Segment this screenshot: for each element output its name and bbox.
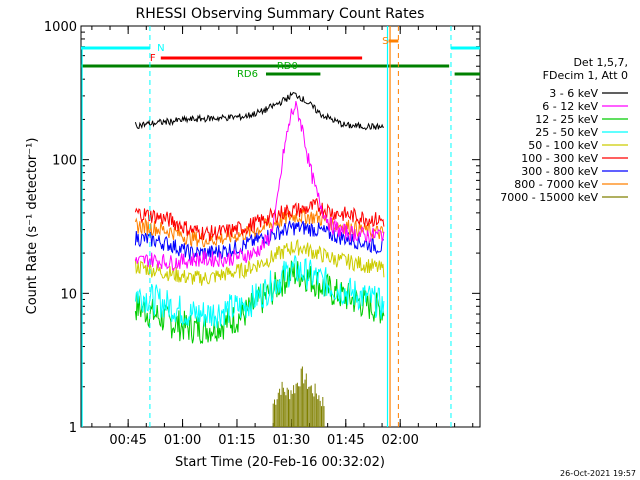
legend-label: 50 - 100 keV <box>528 139 598 152</box>
series-6-12keV <box>134 100 385 272</box>
series-50-100keV <box>134 238 385 286</box>
legend-header-2: FDecim 1, Att 0 <box>543 69 628 82</box>
legend-label: 300 - 800 keV <box>521 165 598 178</box>
x-tick-label: 01:15 <box>218 433 255 448</box>
x-tick-label: 01:45 <box>327 433 364 448</box>
series-7000-15000keV <box>272 366 325 427</box>
legend-label: 6 - 12 keV <box>542 100 598 113</box>
chart-title: RHESSI Observing Summary Count Rates <box>136 6 425 22</box>
x-axis-label: Start Time (20-Feb-16 00:32:02) <box>175 455 385 470</box>
legend-header-1: Det 1,5,7, <box>573 56 628 69</box>
x-tick-label: 00:45 <box>109 433 146 448</box>
x-axis-ticks: 00:45 01:00 01:15 01:30 01:45 02:00 <box>91 26 474 448</box>
x-tick-label: 01:30 <box>273 433 310 448</box>
annotation-layer: NF RD0 RD6 S <box>81 26 480 427</box>
annotation-s: S <box>382 36 388 47</box>
annotation-rd0: RD0 <box>277 61 298 72</box>
annotation-rd6: RD6 <box>237 69 258 80</box>
y-tick-label: 10 <box>60 287 77 302</box>
y-tick-label: 100 <box>52 154 77 169</box>
legend-label: 100 - 300 keV <box>521 152 598 165</box>
timestamp: 26-Oct-2021 19:57 <box>560 469 636 478</box>
x-tick-label: 01:00 <box>164 433 201 448</box>
series-25-50keV <box>134 255 385 329</box>
legend-label: 800 - 7000 keV <box>514 178 598 191</box>
legend-label: 7000 - 15000 keV <box>500 191 598 204</box>
legend-label: 12 - 25 keV <box>535 113 598 126</box>
legend-label: 25 - 50 keV <box>535 126 598 139</box>
x-tick-label: 02:00 <box>381 433 418 448</box>
y-tick-label: 1 <box>69 421 77 436</box>
y-tick-label: 1000 <box>44 20 77 35</box>
annotation-f: F <box>150 53 156 64</box>
legend-label: 3 - 6 keV <box>549 87 598 100</box>
series-100-300keV <box>134 197 385 242</box>
series-layer <box>134 91 385 427</box>
series-800-7000keV <box>134 208 385 248</box>
series-300-800keV <box>134 220 385 261</box>
series-3-6keV <box>134 91 385 131</box>
y-axis-ticks: 1 10 100 1000 <box>44 20 480 436</box>
annotation-n: N <box>157 43 164 54</box>
y-axis-label: Count Rate (s⁻¹ detector⁻¹) <box>25 138 40 315</box>
